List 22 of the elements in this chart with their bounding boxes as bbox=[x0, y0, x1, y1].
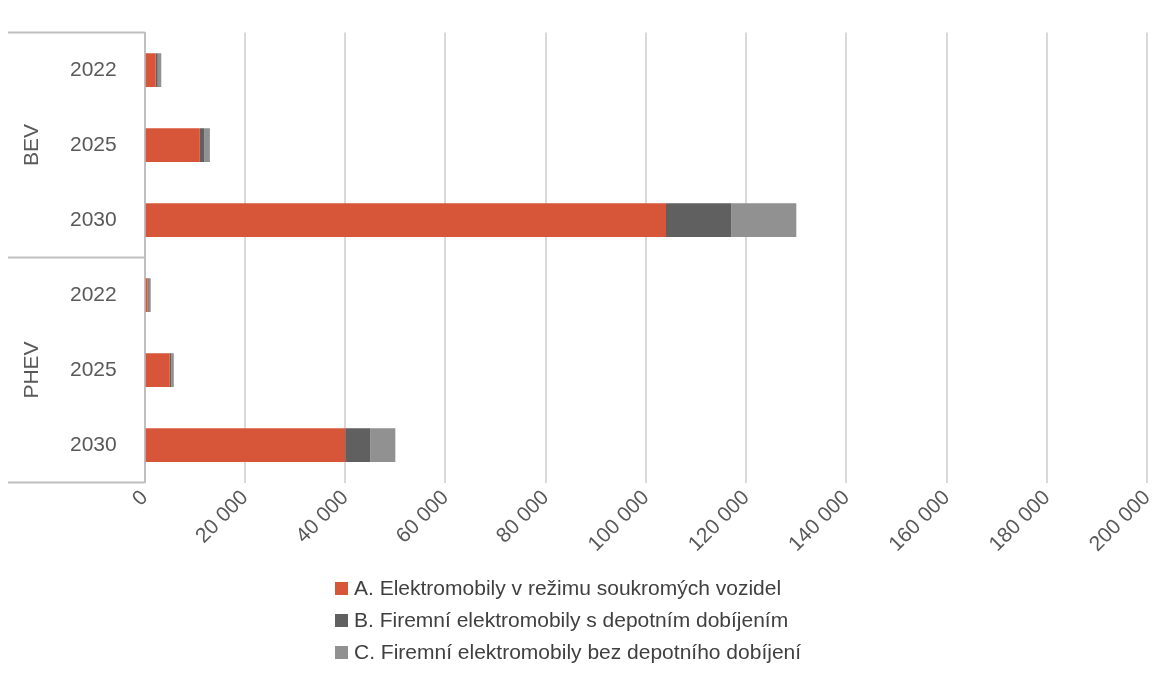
x-tick-label: 60 000 bbox=[390, 485, 453, 547]
x-tick-label: 140 000 bbox=[783, 485, 854, 556]
legend-label: A. Elektromobily v režimu soukromých vozidel bbox=[354, 575, 782, 601]
y-tick-label: 2030 bbox=[70, 431, 117, 455]
x-tick-label: 100 000 bbox=[582, 485, 653, 556]
x-tick-label: 180 000 bbox=[983, 485, 1054, 556]
y-tick-label: 2025 bbox=[70, 131, 117, 155]
x-tick-label: 120 000 bbox=[683, 485, 754, 556]
text: BEV bbox=[18, 124, 42, 167]
text: PHEV bbox=[18, 341, 42, 399]
legend-label: C. Firemní elektromobily bez depotního dobíjení bbox=[354, 639, 802, 665]
x-tick-label: 200 000 bbox=[1084, 485, 1155, 556]
x-tick-label: 160 000 bbox=[883, 485, 954, 556]
x-tick-label: 80 000 bbox=[490, 485, 553, 547]
y-tick-label: 2022 bbox=[70, 281, 117, 305]
x-tick-label: 0 bbox=[127, 485, 152, 510]
x-tick-label: 40 000 bbox=[290, 485, 353, 547]
x-tick-label: 20 000 bbox=[190, 485, 252, 547]
y-tick-label: 2025 bbox=[70, 356, 117, 380]
y-tick-label: 2030 bbox=[70, 206, 117, 230]
legend-label: B. Firemní elektromobily s depotním dobíjením bbox=[354, 607, 789, 633]
y-tick-label: 2022 bbox=[70, 56, 117, 80]
